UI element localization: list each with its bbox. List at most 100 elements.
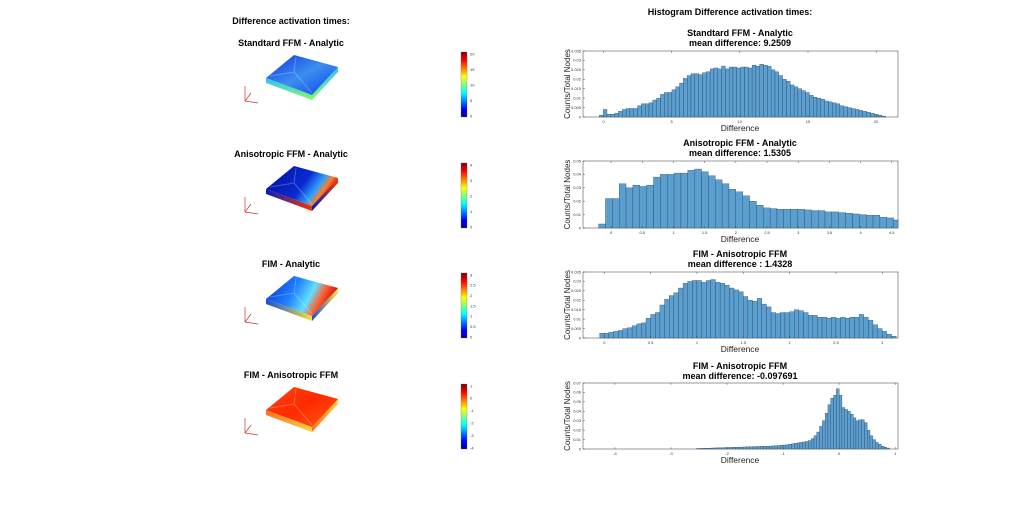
y-tick-label: 0.05 bbox=[573, 158, 582, 163]
histogram-bar bbox=[702, 73, 706, 117]
histogram-bar bbox=[702, 448, 705, 449]
histogram-bar bbox=[868, 320, 873, 338]
y-tick-label: 0.04 bbox=[573, 409, 582, 414]
histogram-bar bbox=[749, 447, 752, 449]
histogram-bar bbox=[665, 299, 670, 338]
x-tick-label: 3.5 bbox=[827, 230, 833, 235]
histogram-bar bbox=[660, 305, 665, 338]
colorbar-tick-label: 0.5 bbox=[470, 324, 476, 329]
histogram-bar bbox=[814, 436, 817, 449]
histogram-bar bbox=[720, 283, 725, 338]
histogram-bar bbox=[887, 218, 894, 228]
histogram-bar bbox=[680, 83, 684, 117]
histogram-bar bbox=[892, 336, 897, 338]
x-tick-label: 0 bbox=[610, 230, 613, 235]
x-tick-label: 3 bbox=[797, 230, 800, 235]
histogram-bar bbox=[828, 102, 832, 117]
y-tick-label: 0.03 bbox=[573, 279, 582, 284]
histogram-bar bbox=[640, 186, 647, 228]
histogram-bar bbox=[634, 109, 638, 117]
histogram-bar bbox=[660, 94, 664, 117]
histogram-bar bbox=[880, 217, 887, 228]
histogram-bar bbox=[657, 98, 661, 117]
colorbar bbox=[461, 273, 467, 338]
x-tick-label: 1 bbox=[894, 451, 897, 456]
histogram-bar bbox=[674, 173, 681, 228]
colorbar-tick-label: 1 bbox=[470, 314, 473, 319]
y-tick-label: 0.06 bbox=[573, 390, 582, 395]
x-tick-label: 0.5 bbox=[648, 340, 654, 345]
y-tick-label: 0.035 bbox=[571, 269, 582, 274]
histogram-bar bbox=[882, 116, 886, 117]
histogram-bar bbox=[867, 112, 871, 117]
colorbar-tick-label: 1 bbox=[470, 209, 473, 214]
histogram-bar bbox=[753, 301, 758, 338]
histogram-bar bbox=[764, 65, 768, 117]
histogram-bar bbox=[604, 333, 609, 338]
histogram-bar bbox=[894, 220, 898, 228]
histogram-bar bbox=[881, 446, 884, 449]
colorbar-tick-label: 3 bbox=[470, 272, 473, 277]
histogram-bar bbox=[641, 323, 646, 338]
histogram-bar bbox=[809, 95, 813, 117]
y-tick-label: 0.03 bbox=[573, 185, 582, 190]
histogram-bar bbox=[714, 68, 718, 117]
histogram-bar bbox=[806, 441, 809, 449]
axis-triad-y-icon bbox=[245, 93, 251, 101]
histogram-bar bbox=[760, 64, 764, 117]
histogram-bar bbox=[618, 330, 623, 338]
chart-subtitle: mean difference: 9.2509 bbox=[689, 38, 791, 48]
x-axis-label: Difference bbox=[721, 123, 760, 133]
colorbar-tick-label: 0 bbox=[470, 224, 473, 229]
histogram-bar bbox=[752, 65, 756, 117]
x-tick-label: 15 bbox=[806, 119, 811, 124]
histogram-bar bbox=[695, 74, 699, 117]
chart-title: Anisotropic FFM - Analytic bbox=[683, 138, 797, 148]
histogram-bar bbox=[607, 114, 611, 117]
histogram-bar bbox=[748, 68, 752, 117]
histogram-bar bbox=[827, 318, 832, 338]
surface-panels: Standtard FFM - Analytic05101520Anisotro… bbox=[234, 38, 476, 450]
x-tick-label: 3 bbox=[881, 340, 884, 345]
colorbar-tick-label: 0 bbox=[470, 396, 473, 401]
histogram-bar bbox=[660, 174, 667, 228]
histogram-bar bbox=[618, 111, 622, 117]
histogram-bar bbox=[776, 313, 781, 338]
histogram-bar bbox=[750, 201, 757, 228]
colorbar-tick-label: 5 bbox=[470, 98, 473, 103]
histogram-bar bbox=[841, 317, 846, 338]
panel-title: Standtard FFM - Analytic bbox=[238, 38, 344, 48]
histogram-bar bbox=[699, 75, 703, 117]
y-tick-label: 0.03 bbox=[573, 58, 582, 63]
histogram-bar bbox=[736, 192, 743, 228]
x-tick-label: 1.5 bbox=[702, 230, 708, 235]
histogram-bar bbox=[708, 176, 715, 228]
histogram-bar bbox=[706, 72, 710, 117]
histogram-bar bbox=[691, 74, 695, 117]
histogram-bar bbox=[859, 420, 862, 449]
histogram-bar bbox=[674, 293, 679, 338]
histogram-bar bbox=[800, 442, 803, 449]
x-tick-label: 2.5 bbox=[833, 340, 839, 345]
colorbar-tick-label: 3 bbox=[470, 178, 473, 183]
histogram-bar bbox=[786, 81, 790, 117]
histogram-bar bbox=[664, 92, 668, 117]
histogram-bar bbox=[839, 213, 846, 228]
colorbar bbox=[461, 52, 467, 117]
histogram-bar bbox=[825, 101, 829, 117]
y-tick-label: 0.02 bbox=[573, 298, 582, 303]
x-tick-label: -1 bbox=[781, 451, 785, 456]
histogram-bar bbox=[716, 448, 719, 449]
histogram-bar bbox=[866, 215, 873, 228]
axis-triad-y-icon bbox=[245, 425, 251, 433]
histogram-bar bbox=[834, 395, 837, 449]
colorbar-tick-label: 2 bbox=[470, 193, 473, 198]
histogram-bar bbox=[859, 314, 864, 338]
histogram-bar bbox=[668, 92, 672, 117]
histogram-bar bbox=[605, 199, 612, 228]
histogram-bar bbox=[683, 78, 687, 117]
y-tick-label: 0 bbox=[579, 225, 582, 230]
histogram-bar bbox=[603, 109, 607, 117]
